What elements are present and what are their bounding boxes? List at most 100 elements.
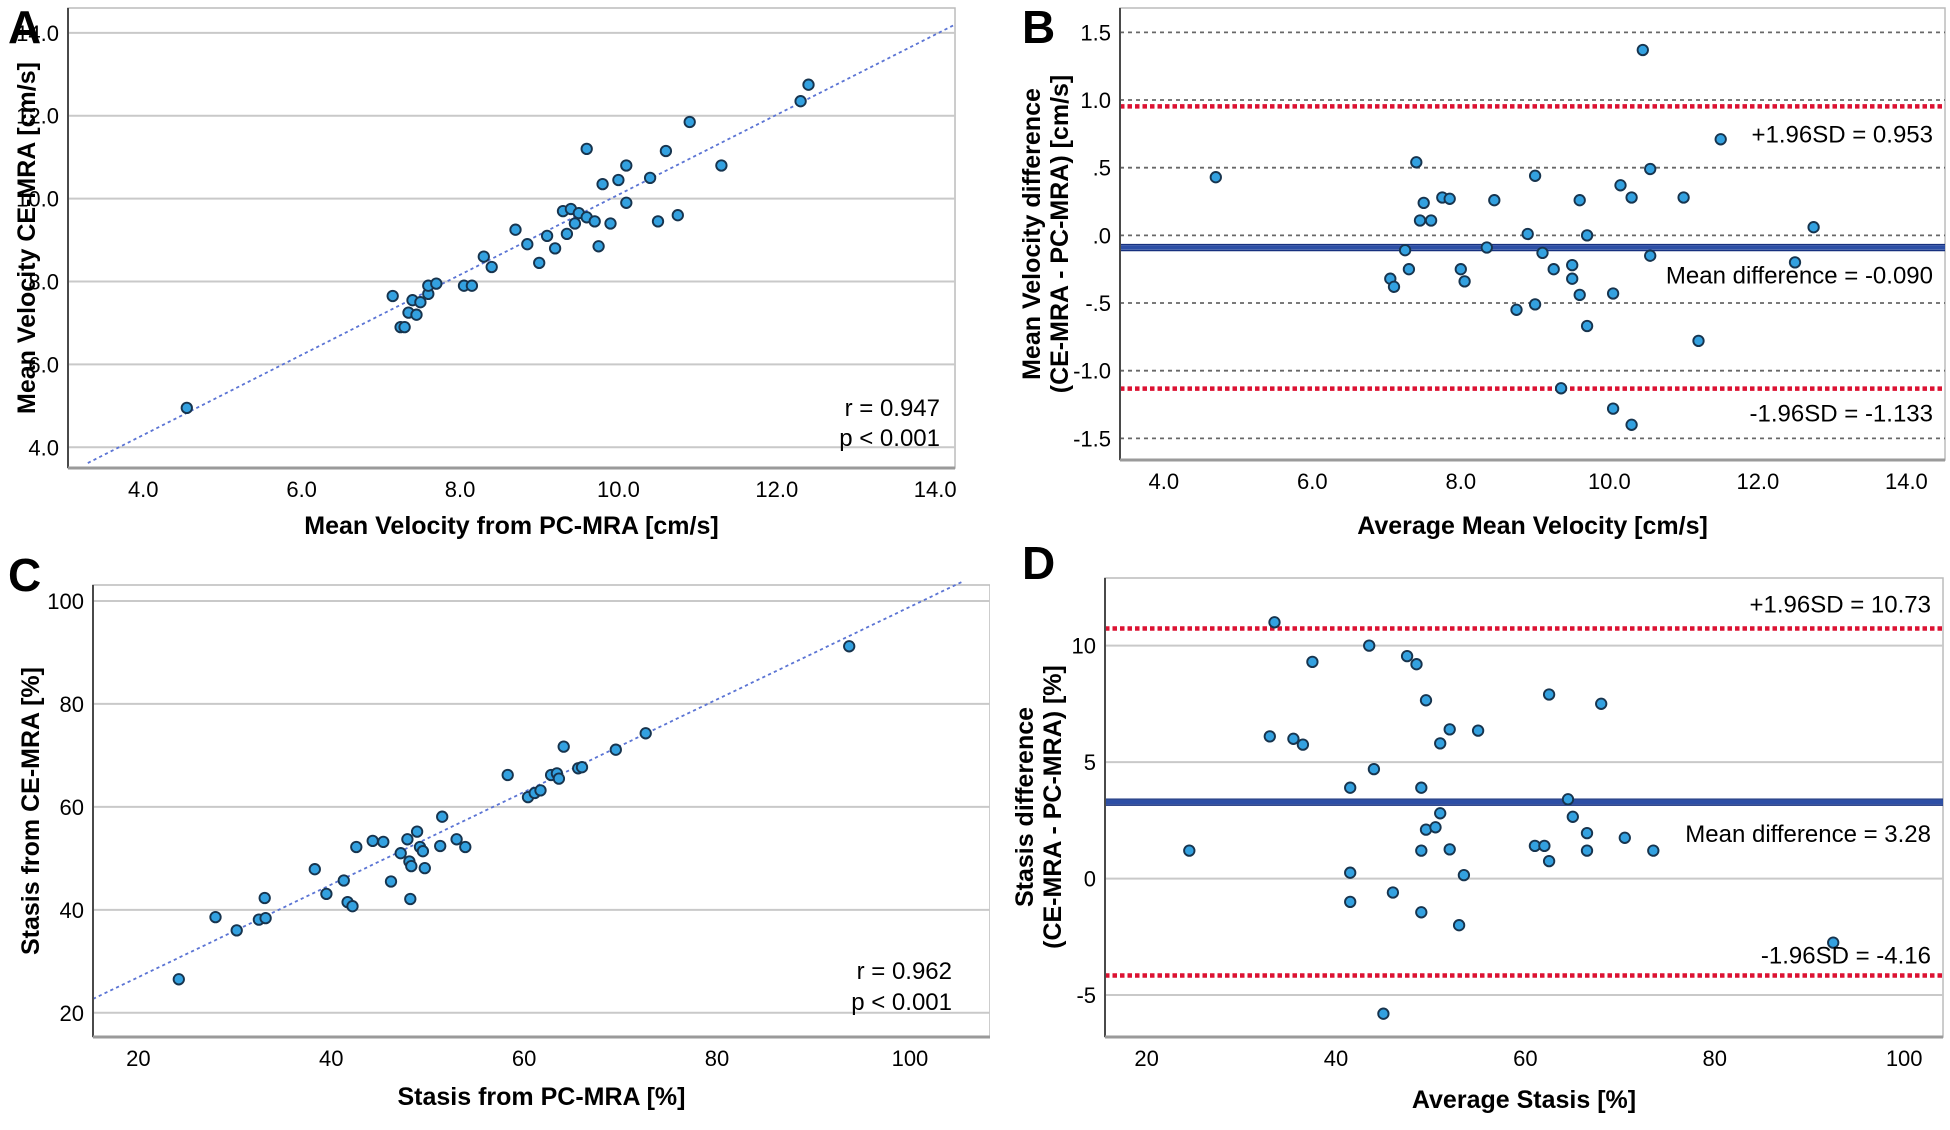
plot-frame bbox=[92, 584, 990, 1038]
data-point bbox=[1415, 781, 1428, 794]
data-point bbox=[1263, 730, 1276, 743]
data-point bbox=[683, 115, 696, 129]
data-point bbox=[1424, 214, 1438, 227]
data-point bbox=[609, 743, 622, 756]
data-point bbox=[843, 640, 856, 653]
data-point bbox=[620, 159, 633, 172]
data-point bbox=[1554, 382, 1568, 395]
data-point bbox=[1306, 655, 1319, 669]
data-point bbox=[1454, 263, 1467, 276]
data-point bbox=[557, 740, 570, 753]
data-point bbox=[1457, 868, 1471, 882]
line-value-label: +1.96SD = 0.953 bbox=[1752, 121, 1933, 148]
data-point bbox=[1595, 697, 1608, 710]
y-tick-label: 14.0 bbox=[16, 21, 59, 46]
y-tick-label: 40 bbox=[60, 898, 84, 923]
panel-a-x-axis-title: Mean Velocity from PC-MRA [cm/s] bbox=[304, 512, 719, 540]
data-point bbox=[548, 242, 562, 255]
data-point bbox=[172, 973, 185, 986]
panel-b-x-axis-title: Average Mean Velocity [cm/s] bbox=[1357, 512, 1708, 540]
data-point bbox=[1488, 194, 1501, 207]
data-point bbox=[1417, 196, 1430, 210]
data-point bbox=[1344, 781, 1357, 794]
data-point bbox=[1618, 831, 1631, 844]
x-tick-label: 20 bbox=[126, 1046, 150, 1071]
stats-annotation: r = 0.962 bbox=[857, 958, 952, 985]
data-point bbox=[1344, 866, 1357, 879]
data-point bbox=[715, 159, 728, 172]
stats-annotation: r = 0.947 bbox=[845, 395, 940, 422]
data-point bbox=[1547, 263, 1560, 276]
data-point bbox=[1287, 732, 1300, 745]
data-point bbox=[1614, 179, 1627, 192]
data-point bbox=[1528, 298, 1542, 311]
data-point bbox=[604, 217, 617, 230]
data-point bbox=[1580, 319, 1594, 333]
y-tick-label: 1.5 bbox=[1080, 20, 1111, 45]
y-tick-label: 20 bbox=[60, 1001, 84, 1026]
data-point bbox=[1566, 810, 1579, 823]
data-point bbox=[1434, 737, 1447, 750]
data-point bbox=[414, 296, 427, 309]
panel-c-correlation-stasis: 20 40 60 80 100 20 40 60 80 100 r = 0.962 p < 0.001… bbox=[0, 565, 990, 1130]
data-point bbox=[1363, 639, 1376, 652]
x-tick-label: 4.0 bbox=[1149, 469, 1180, 494]
data-point bbox=[1714, 133, 1727, 146]
y-tick-label: -1.5 bbox=[1073, 426, 1111, 451]
line-value-label: -1.96SD = -4.16 bbox=[1761, 942, 1931, 969]
data-point bbox=[612, 173, 625, 187]
plot-frame bbox=[67, 7, 956, 469]
panel-d-y-axis-title: Stasis difference (CE-MRA - PC-MRA) [%] bbox=[1011, 665, 1067, 949]
panel-d-blandaltman-stasis: 20 40 60 80 100 10 5 0 -5 +1.96SD = 10.73 Mean dif… bbox=[960, 565, 1950, 1130]
data-point bbox=[1606, 402, 1620, 415]
x-tick-label: 10.0 bbox=[1588, 469, 1631, 494]
data-point bbox=[794, 95, 807, 108]
data-point bbox=[430, 277, 443, 290]
panel-d-plot: 20 40 60 80 100 10 5 0 -5 +1.96SD = 10.73 Mean dif… bbox=[1072, 577, 1944, 1071]
y-tick-label: 8.0 bbox=[28, 270, 59, 295]
data-point bbox=[1566, 258, 1579, 272]
data-point bbox=[580, 142, 593, 156]
data-point bbox=[540, 229, 554, 243]
y-tick-label: 5 bbox=[1084, 750, 1096, 775]
x-tick-label: 100 bbox=[892, 1046, 929, 1071]
stats-annotation: p < 0.001 bbox=[839, 425, 940, 452]
data-point bbox=[1677, 191, 1690, 204]
data-point bbox=[639, 727, 652, 740]
data-point bbox=[1402, 263, 1416, 276]
data-point bbox=[1410, 658, 1423, 671]
data-point bbox=[1788, 256, 1802, 269]
y-tick-label: 10.0 bbox=[16, 187, 59, 212]
data-point bbox=[459, 840, 472, 854]
data-point bbox=[1386, 886, 1400, 899]
data-point bbox=[501, 768, 514, 782]
panel-d-letter: D bbox=[1022, 537, 1056, 589]
data-point bbox=[259, 911, 272, 925]
data-point bbox=[1580, 826, 1594, 840]
y-tick-label: .5 bbox=[1093, 156, 1111, 181]
data-point bbox=[258, 891, 271, 905]
data-point bbox=[1566, 272, 1579, 285]
data-point bbox=[398, 320, 411, 334]
x-tick-label: 8.0 bbox=[445, 477, 476, 502]
data-point bbox=[1510, 303, 1523, 316]
y-tick-label: .0 bbox=[1093, 223, 1111, 248]
data-point bbox=[1480, 241, 1493, 254]
data-point bbox=[1443, 192, 1456, 205]
data-point bbox=[533, 256, 546, 270]
x-tick-label: 8.0 bbox=[1446, 469, 1477, 494]
data-point bbox=[320, 887, 333, 901]
data-point bbox=[209, 910, 222, 924]
panel-b-y-axis-title: Mean Velocity difference (CE-MRA - PC-MR… bbox=[1018, 74, 1074, 394]
data-point bbox=[1528, 169, 1542, 182]
data-point bbox=[1536, 246, 1549, 260]
data-point bbox=[509, 223, 522, 236]
x-tick-label: 40 bbox=[319, 1046, 343, 1071]
y-tick-label: -1.0 bbox=[1073, 359, 1111, 384]
data-point bbox=[1183, 844, 1196, 857]
panel-c-letter: C bbox=[8, 549, 42, 601]
panel-c-x-axis-title: Stasis from PC-MRA [%] bbox=[397, 1083, 686, 1111]
data-point bbox=[592, 240, 605, 253]
data-point bbox=[384, 875, 398, 888]
identity-line bbox=[87, 23, 956, 464]
